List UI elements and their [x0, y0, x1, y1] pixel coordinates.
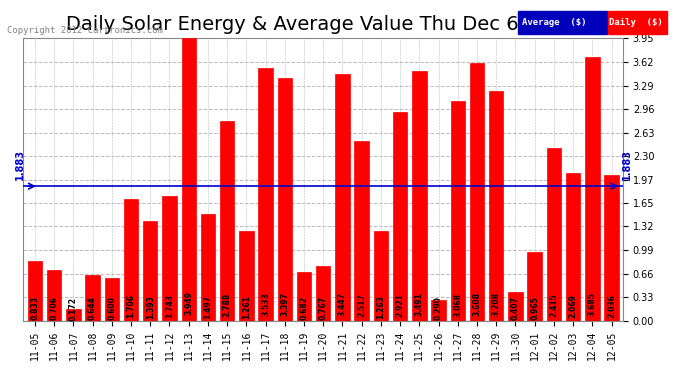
Text: 3.685: 3.685 — [588, 292, 597, 316]
Text: 1.706: 1.706 — [126, 294, 135, 318]
Bar — [431, 300, 446, 321]
Bar — [489, 92, 504, 321]
Text: 2.921: 2.921 — [395, 293, 404, 317]
Bar — [162, 196, 177, 321]
Text: 3.949: 3.949 — [184, 291, 193, 315]
Bar — [316, 266, 331, 321]
Text: 2.036: 2.036 — [607, 294, 616, 318]
Text: 0.833: 0.833 — [30, 296, 39, 320]
Bar — [355, 141, 369, 321]
Bar — [66, 309, 81, 321]
Bar — [412, 71, 426, 321]
Bar — [47, 270, 61, 321]
Text: 3.491: 3.491 — [415, 292, 424, 316]
Text: 2.069: 2.069 — [569, 294, 578, 318]
Text: 0.965: 0.965 — [530, 296, 539, 320]
Bar — [374, 231, 388, 321]
Text: 0.172: 0.172 — [69, 297, 78, 321]
Text: 0.682: 0.682 — [299, 296, 308, 320]
Text: 1.743: 1.743 — [165, 294, 174, 318]
Text: 3.447: 3.447 — [338, 292, 347, 316]
Bar — [546, 148, 561, 321]
Text: 1.263: 1.263 — [377, 295, 386, 319]
Text: 3.533: 3.533 — [261, 292, 270, 316]
Bar — [393, 112, 407, 321]
Bar — [105, 278, 119, 321]
Bar — [201, 214, 215, 321]
Text: 0.600: 0.600 — [108, 296, 117, 320]
Bar — [335, 74, 350, 321]
Bar — [527, 252, 542, 321]
Bar — [258, 68, 273, 321]
Text: 3.608: 3.608 — [473, 292, 482, 316]
Bar — [451, 101, 465, 321]
Bar — [143, 221, 157, 321]
Text: 2.415: 2.415 — [549, 294, 558, 318]
Text: 0.407: 0.407 — [511, 296, 520, 320]
Bar — [470, 63, 484, 321]
Bar — [28, 261, 42, 321]
Bar — [509, 292, 522, 321]
Text: 3.068: 3.068 — [453, 292, 462, 316]
Text: 0.706: 0.706 — [50, 296, 59, 320]
Bar — [604, 175, 619, 321]
Text: 1.883: 1.883 — [622, 150, 632, 180]
Text: Daily  ($): Daily ($) — [609, 18, 663, 27]
Bar — [585, 57, 600, 321]
Bar — [566, 173, 580, 321]
Text: 3.397: 3.397 — [280, 292, 289, 316]
Text: 1.261: 1.261 — [242, 295, 251, 319]
Text: 0.767: 0.767 — [319, 296, 328, 320]
Text: 2.788: 2.788 — [223, 292, 232, 317]
Text: 1.393: 1.393 — [146, 295, 155, 319]
Title: Daily Solar Energy & Average Value Thu Dec 6 07:25: Daily Solar Energy & Average Value Thu D… — [66, 15, 581, 34]
Text: 3.208: 3.208 — [492, 292, 501, 316]
Bar — [181, 38, 196, 321]
Bar — [239, 231, 254, 321]
Text: Copyright 2012 Cartronics.com: Copyright 2012 Cartronics.com — [7, 26, 163, 35]
Bar — [86, 275, 100, 321]
Text: 1.497: 1.497 — [204, 295, 213, 319]
Text: 0.290: 0.290 — [434, 297, 443, 321]
Bar — [124, 199, 138, 321]
Bar — [277, 78, 292, 321]
Bar — [297, 272, 311, 321]
Text: 2.517: 2.517 — [357, 293, 366, 317]
Text: Average  ($): Average ($) — [522, 18, 586, 27]
Text: 1.883: 1.883 — [14, 150, 25, 180]
Text: 0.644: 0.644 — [88, 296, 97, 320]
Bar — [220, 122, 235, 321]
